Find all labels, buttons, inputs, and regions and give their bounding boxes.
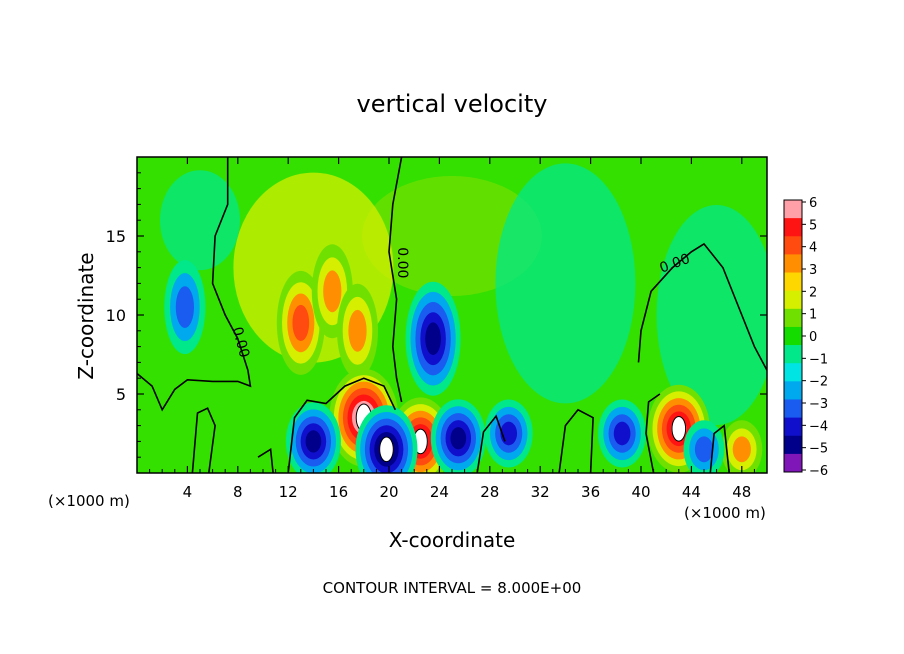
x-tick-label: 8 <box>233 483 243 501</box>
colorbar-label: 5 <box>809 218 817 233</box>
x-tick-label: 4 <box>183 483 193 501</box>
colorbar-label: 4 <box>809 241 817 256</box>
x-tick-label: 36 <box>581 483 600 501</box>
zero-contour-5 <box>476 414 506 473</box>
colorbar-segment <box>784 200 802 219</box>
colorbar-segment <box>784 381 802 400</box>
velocity-cell-2 <box>337 283 378 378</box>
x-unit-label-right: (×1000 m) <box>684 504 766 522</box>
colorbar-segment <box>784 345 802 364</box>
x-tick-label: 40 <box>631 483 650 501</box>
field-wash-2 <box>656 205 767 425</box>
x-tick-label: 44 <box>682 483 701 501</box>
velocity-cell-10 <box>285 402 341 473</box>
colorbar-segment <box>784 363 802 382</box>
colorbar-segment <box>784 254 802 273</box>
velocity-cell-11 <box>355 405 418 473</box>
contour-label-0: 0.00 <box>394 247 410 278</box>
x-tick-label: 32 <box>531 483 550 501</box>
x-tick-label: 24 <box>430 483 449 501</box>
y-axis: 5 10 15 <box>106 172 767 458</box>
colorbar-label: 2 <box>809 285 817 300</box>
contour-label-1: 0.00 <box>229 325 253 359</box>
zero-contour-lines <box>137 157 767 473</box>
velocity-cell-6 <box>721 420 763 473</box>
y-tick-label: 10 <box>106 306 126 325</box>
x-tick-label: 20 <box>379 483 398 501</box>
colorbar-segment <box>784 218 802 237</box>
velocity-cell-12 <box>484 399 533 468</box>
velocity-cell-9 <box>430 399 486 473</box>
colorbar-label: −3 <box>809 397 828 412</box>
colorbar-segment <box>784 435 802 455</box>
colorbar-segment <box>784 290 802 310</box>
colorbar-segment <box>784 272 802 292</box>
y-tick-label: 15 <box>106 227 126 246</box>
x-axis-label: X-coordinate <box>389 528 516 552</box>
x-tick-label: 12 <box>279 483 298 501</box>
zero-contour-2 <box>637 242 767 371</box>
velocity-cell-13 <box>598 399 647 468</box>
x-axis: 4 8 12 16 20 24 28 32 36 40 44 48 <box>149 157 755 501</box>
zero-contour-4 <box>287 377 397 473</box>
y-tick-label: 5 <box>116 385 126 404</box>
field-wash-3 <box>495 163 636 404</box>
colorbar-segment <box>784 417 802 437</box>
zero-contour-6 <box>558 408 594 473</box>
colorbar-segment <box>784 308 802 328</box>
colorbar-label: 1 <box>809 308 817 323</box>
colorbar-segment <box>784 236 802 255</box>
zero-contour-8 <box>709 424 730 473</box>
colorbar-label: −1 <box>809 352 828 367</box>
zero-contour-7 <box>645 393 661 473</box>
zero-contour-9 <box>191 407 216 473</box>
x-tick-label: 16 <box>329 483 348 501</box>
x-unit-label-left: (×1000 m) <box>48 492 130 510</box>
colorbar: 6 5 4 3 2 1 0 −1 −2 −3 −4 −5 −6 <box>783 196 828 479</box>
colorbar-segment <box>784 399 802 418</box>
zero-contour-0 <box>137 157 252 412</box>
velocity-cell-8 <box>405 281 461 396</box>
chart-title: vertical velocity <box>357 90 548 118</box>
field-wash-4 <box>160 170 240 271</box>
zero-contour-1 <box>388 157 403 403</box>
colorbar-label: −4 <box>809 419 828 434</box>
colorbar-label: −2 <box>809 375 828 390</box>
colorbar-label: 0 <box>809 330 817 345</box>
velocity-field <box>160 163 767 473</box>
x-tick-label: 48 <box>732 483 751 501</box>
colorbar-segment <box>784 326 802 346</box>
x-tick-label: 28 <box>480 483 499 501</box>
zero-contour-3 <box>257 447 274 473</box>
colorbar-label: −6 <box>809 464 828 479</box>
contour-interval-footer: CONTOUR INTERVAL = 8.000E+00 <box>323 579 582 597</box>
colorbar-label: 6 <box>809 196 817 211</box>
y-axis-label: Z-coordinate <box>74 252 98 379</box>
velocity-cell-7 <box>164 260 206 355</box>
colorbar-segment <box>784 453 802 473</box>
colorbar-label: 3 <box>809 263 817 278</box>
colorbar-label: −5 <box>809 442 828 457</box>
